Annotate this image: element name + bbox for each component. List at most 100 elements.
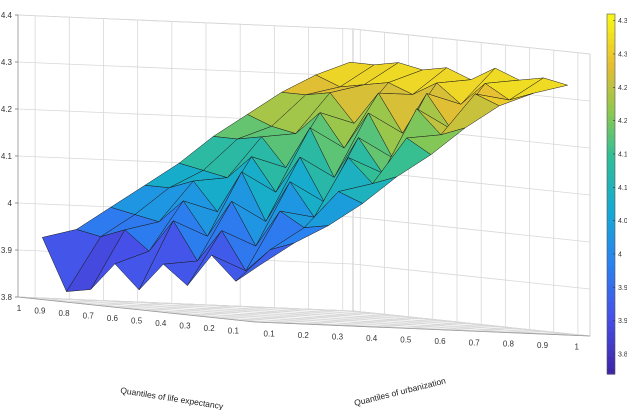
colorbar-tick-label: 4.1 [618,185,627,192]
surface-mesh [42,61,568,292]
colorbar-segment [607,86,615,93]
colorbar-tick-label: 3.85 [618,352,627,359]
colorbar-segment [607,296,615,303]
y-axis-label: Quantiles of life expectancy [120,385,225,410]
colorbar-segment [607,200,615,207]
colorbar-segment [607,134,615,141]
wall-gridline [352,263,591,290]
colorbar-segment [607,152,615,159]
colorbar-segment [607,194,615,201]
colorbar-segment [607,122,615,129]
colorbar-segment [607,98,615,105]
colorbar-segment [607,248,615,255]
floor-gridline [194,315,530,331]
y-tick-label: 0.5 [131,317,143,326]
floor-gridline [171,303,409,329]
floor-gridline [103,300,341,326]
colorbar-tick-label: 3.95 [618,285,627,292]
colorbar-segment [607,170,615,177]
floor-gridline [342,310,580,336]
colorbar-segment [607,368,615,375]
colorbar-segment [607,272,615,279]
colorbar-frame [606,13,616,375]
floor-gridline [218,317,554,333]
x-axis-label: Quantiles of urbanization [353,375,447,408]
colorbar-segment [607,164,615,171]
x-tick-label: 0.7 [469,338,481,347]
z-tick-label: 3.8 [1,293,13,302]
colorbar-tick-label: 4.15 [618,152,627,159]
colorbar-segment [607,38,615,45]
colorbar-segment [607,224,615,231]
colorbar-segment [607,182,615,189]
colorbar-segment [607,14,615,21]
colorbar-segment [607,356,615,363]
axis-ticks: 3.8 3.9 4 4.1 4.2 4.3 4.4 0.1 0.2 0.3 0.4 0.5 0.6 0.7… [1,11,580,352]
y-tick-label: 0.4 [155,319,167,328]
colorbar-segment [607,362,615,369]
colorbar-segment [607,314,615,321]
colorbar: 3.85 3.9 3.95 4 4.05 4.1 4.15 4.2 4.25 4.3 4.35 [606,13,627,375]
z-tick-label: 4.3 [1,58,13,67]
colorbar-segment [607,62,615,69]
x-tick-label: 0.6 [434,337,446,346]
wall-gridline [352,216,591,243]
floor-gridline [97,305,433,320]
colorbar-segment [607,206,615,213]
colorbar-segment [607,44,615,51]
colorbar-segment [607,302,615,309]
floor-gridline [137,301,375,328]
surface-patch [235,242,295,282]
colorbar-segment [607,50,615,57]
colorbar-segment [607,230,615,237]
y-tick-label: 0.7 [83,311,95,320]
y-tick-label: 0.2 [204,324,216,333]
y-tick-label: 0.6 [107,314,119,323]
floor-gridline [170,312,506,328]
colorbar-tick-label: 4.05 [618,218,627,225]
colorbar-tick-label: 4.3 [618,52,627,59]
colorbar-segment [607,218,615,225]
floor-gridline [308,308,546,335]
y-axis-line [17,296,256,323]
colorbar-segment [607,308,615,315]
colorbar-segment [607,32,615,39]
colorbar-segment [607,212,615,219]
colorbar-segment [607,284,615,291]
colorbar-segment [607,326,615,333]
floor-gridline [240,305,478,332]
colorbar-segment [607,236,615,243]
colorbar-segment [607,254,615,261]
colorbar-segment [607,338,615,345]
colorbar-segment [607,74,615,81]
colorbar-segment [607,260,615,267]
colorbar-segment [607,158,615,165]
colorbar-tick-label: 4 [618,252,622,259]
floor-gridline [121,307,458,323]
colorbar-segment [607,350,615,357]
x-tick-label: 0.2 [298,331,310,340]
y-tick-label: 0.3 [179,322,191,331]
colorbar-segment [607,332,615,339]
x-tick-label: 0.5 [400,335,412,344]
wall-gridline [352,28,591,55]
colorbar-segment [607,116,615,123]
colorbar-segment [607,146,615,153]
colorbar-segment [607,140,615,147]
y-tick-label: 0.1 [228,327,240,336]
colorbar-segment [607,68,615,75]
x-tick-label: 1 [575,343,580,352]
floor-gridline [205,304,444,331]
colorbar-segment [607,26,615,33]
colorbar-tick-label: 4.35 [618,18,627,25]
floor-gridline [274,307,512,334]
colorbar-tick-label: 4.25 [618,85,627,92]
colorbar-segment [607,110,615,117]
z-tick-label: 4 [8,199,13,208]
floor-gridline [73,302,409,318]
colorbar-segment [607,176,615,183]
colorbar-segment [607,320,615,327]
x-tick-label: 0.4 [366,334,378,343]
x-axis-line [254,321,591,337]
